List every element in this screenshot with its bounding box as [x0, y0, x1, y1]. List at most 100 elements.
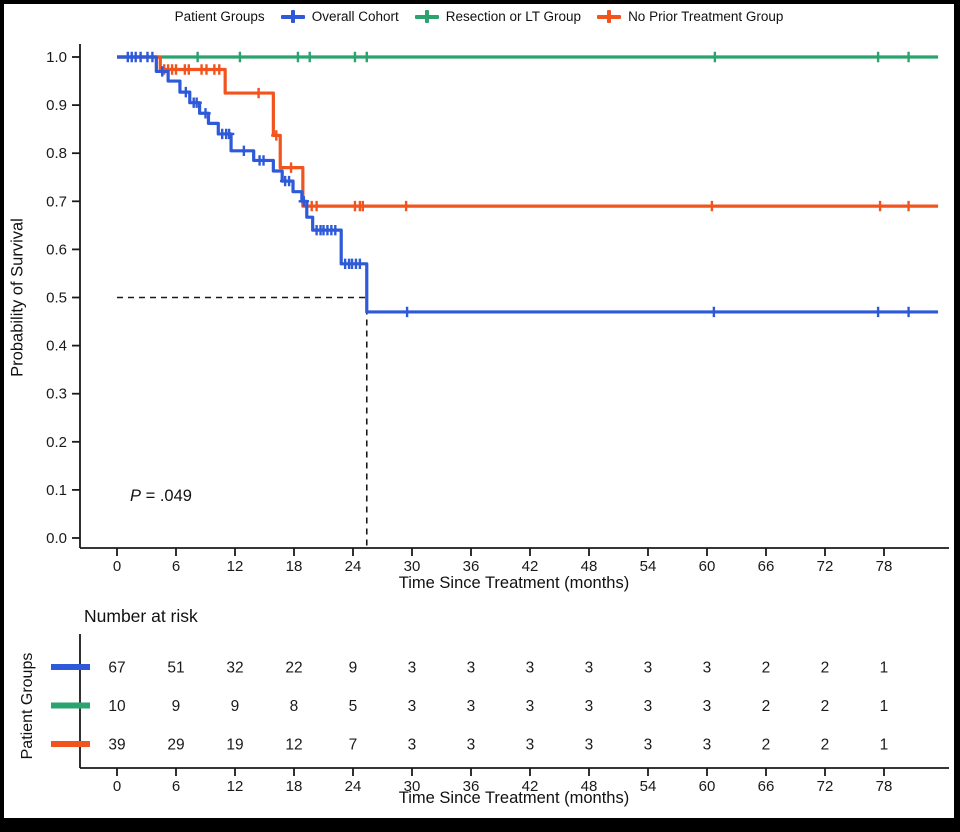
- risk-row-key-overall-cohort: [51, 664, 90, 670]
- legend-key-icon: [280, 10, 305, 23]
- y-tick-label: 0.8: [46, 145, 67, 162]
- risk-count: 5: [349, 698, 358, 715]
- x-tick-label: 18: [286, 558, 303, 575]
- risk-x-tick-label: 0: [113, 778, 121, 795]
- legend-key-icon: [597, 10, 622, 23]
- risk-count: 39: [108, 737, 125, 754]
- series-resection-or-lt-group: [117, 51, 939, 63]
- risk-count: 22: [285, 660, 302, 677]
- risk-count: 3: [408, 737, 417, 754]
- risk-count: 3: [644, 660, 653, 677]
- y-tick-label: 0.6: [46, 241, 67, 258]
- plot-background: [4, 4, 954, 818]
- risk-count: 12: [285, 737, 302, 754]
- series-overall-cohort: [117, 51, 939, 318]
- risk-count: 1: [880, 698, 889, 715]
- risk-count: 29: [167, 737, 184, 754]
- main-axes: [72, 44, 949, 556]
- y-tick-label: 0.7: [46, 193, 67, 210]
- y-tick-label: 0.9: [46, 97, 67, 114]
- risk-count: 9: [231, 698, 240, 715]
- risk-count: 3: [585, 698, 594, 715]
- risk-row-resection-or-lt-group: 10 9 9 8 5 3 3 3 3 3 3 2 2 1: [51, 698, 888, 715]
- risk-x-tick-label: 18: [286, 778, 303, 795]
- risk-count: 3: [467, 660, 476, 677]
- risk-count: 2: [821, 737, 830, 754]
- y-tick-label: 0.2: [46, 434, 67, 451]
- risk-x-tick-label: 72: [817, 778, 834, 795]
- legend-key-vbar: [424, 10, 429, 23]
- y-tick-label: 0.5: [46, 290, 67, 307]
- risk-x-tick-label: 12: [227, 778, 244, 795]
- risk-x-tick-label: 42: [522, 778, 539, 795]
- risk-count: 1: [880, 737, 889, 754]
- risk-count: 3: [644, 698, 653, 715]
- x-axis-title: Time Since Treatment (months): [398, 574, 630, 592]
- risk-row-key-resection-or-lt-group: [51, 702, 90, 709]
- risk-count: 3: [467, 698, 476, 715]
- legend: Patient Groups Overall Cohort Resection o…: [4, 9, 954, 24]
- x-tick-label: 6: [172, 558, 180, 575]
- risk-count: 2: [762, 737, 771, 754]
- risk-table-y-axis-title: Patient Groups: [19, 652, 36, 760]
- x-tick-label: 30: [404, 558, 421, 575]
- risk-x-tick-label: 60: [699, 778, 716, 795]
- risk-x-tick-label: 30: [404, 778, 421, 795]
- series-no-prior-treatment-group: [117, 55, 939, 212]
- legend-title: Patient Groups: [174, 9, 265, 24]
- x-tick-label: 78: [876, 558, 893, 575]
- risk-count: 19: [226, 737, 243, 754]
- legend-label: Overall Cohort: [311, 9, 399, 24]
- x-tick-label: 12: [227, 558, 244, 575]
- risk-count: 3: [526, 660, 535, 677]
- y-axis-title: Probability of Survival: [8, 218, 27, 377]
- x-tick-label: 66: [758, 558, 775, 575]
- median-reference-lines: [117, 296, 368, 548]
- legend-key-icon: [414, 10, 439, 23]
- risk-count: 3: [526, 737, 535, 754]
- censor-marks-resection-or-lt-group: [192, 51, 914, 63]
- risk-count: 3: [585, 737, 594, 754]
- risk-count: 9: [349, 660, 358, 677]
- y-tick-label: 0.0: [46, 530, 67, 547]
- risk-count: 3: [408, 698, 417, 715]
- legend-label: Resection or LT Group: [445, 9, 582, 24]
- risk-row-overall-cohort: 67 51 32 22 9 3 3 3 3 3 3 2 2 1: [51, 660, 888, 677]
- risk-count: 2: [762, 698, 771, 715]
- risk-count: 3: [526, 698, 535, 715]
- y-tick-label: 1.0: [46, 49, 67, 66]
- risk-count: 32: [226, 660, 243, 677]
- risk-x-tick-label: 24: [345, 778, 362, 795]
- risk-row-no-prior-treatment-group: 39 29 19 12 7 3 3 3 3 3 3 2 2 1: [51, 737, 888, 754]
- x-tick-label: 0: [113, 558, 121, 575]
- risk-row-key-no-prior-treatment-group: [51, 741, 90, 747]
- risk-x-tick-label: 36: [463, 778, 480, 795]
- y-tick-label: 0.1: [46, 482, 67, 499]
- p-value-annotation: P = .049: [130, 487, 192, 505]
- risk-count: 2: [821, 698, 830, 715]
- risk-count: 10: [108, 698, 126, 715]
- risk-count: 7: [349, 737, 358, 754]
- y-tick-label: 0.4: [46, 338, 67, 355]
- survival-curve-no-prior-treatment-group: [117, 55, 939, 208]
- y-tick-label: 0.3: [46, 386, 67, 403]
- risk-count: 51: [167, 660, 184, 677]
- censor-marks-overall-cohort: [122, 51, 914, 318]
- risk-x-tick-label: 66: [758, 778, 775, 795]
- risk-x-tick-label: 78: [876, 778, 893, 795]
- risk-x-tick-label: 6: [172, 778, 180, 795]
- risk-count: 3: [703, 660, 712, 677]
- risk-table-x-axis-title: Time Since Treatment (months): [398, 789, 630, 807]
- x-tick-label: 54: [640, 558, 657, 575]
- risk-count: 3: [703, 698, 712, 715]
- x-tick-label: 36: [463, 558, 480, 575]
- risk-count: 2: [762, 660, 771, 677]
- legend-item-no-prior-treatment-group: No Prior Treatment Group: [597, 9, 783, 24]
- censor-marks-no-prior-treatment-group: [159, 64, 914, 212]
- survival-curve-overall-cohort: [117, 55, 939, 314]
- risk-count: 3: [467, 737, 476, 754]
- risk-count: 3: [644, 737, 653, 754]
